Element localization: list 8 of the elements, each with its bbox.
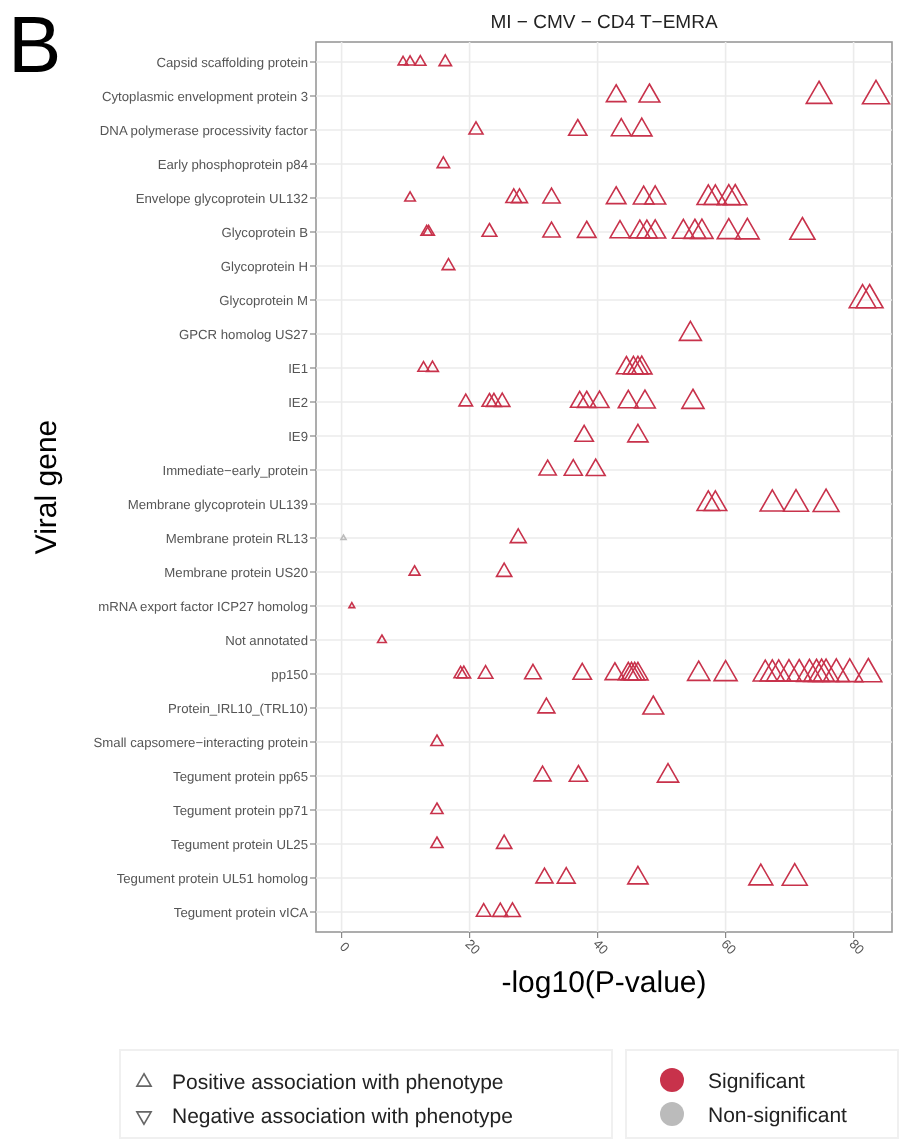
chart-title: MI − CMV − CD4 T−EMRA <box>490 12 719 34</box>
text: Negative association with phenotype <box>172 1105 514 1129</box>
legend-label: Significant <box>708 1070 806 1094</box>
x-axis-title: -log10(P-value) <box>501 966 707 1000</box>
text: B <box>8 2 62 90</box>
y-axis-title: Viral gene <box>30 419 64 555</box>
text: Positive association with phenotype <box>172 1071 504 1095</box>
legend-label: Non-significant <box>708 1104 848 1128</box>
